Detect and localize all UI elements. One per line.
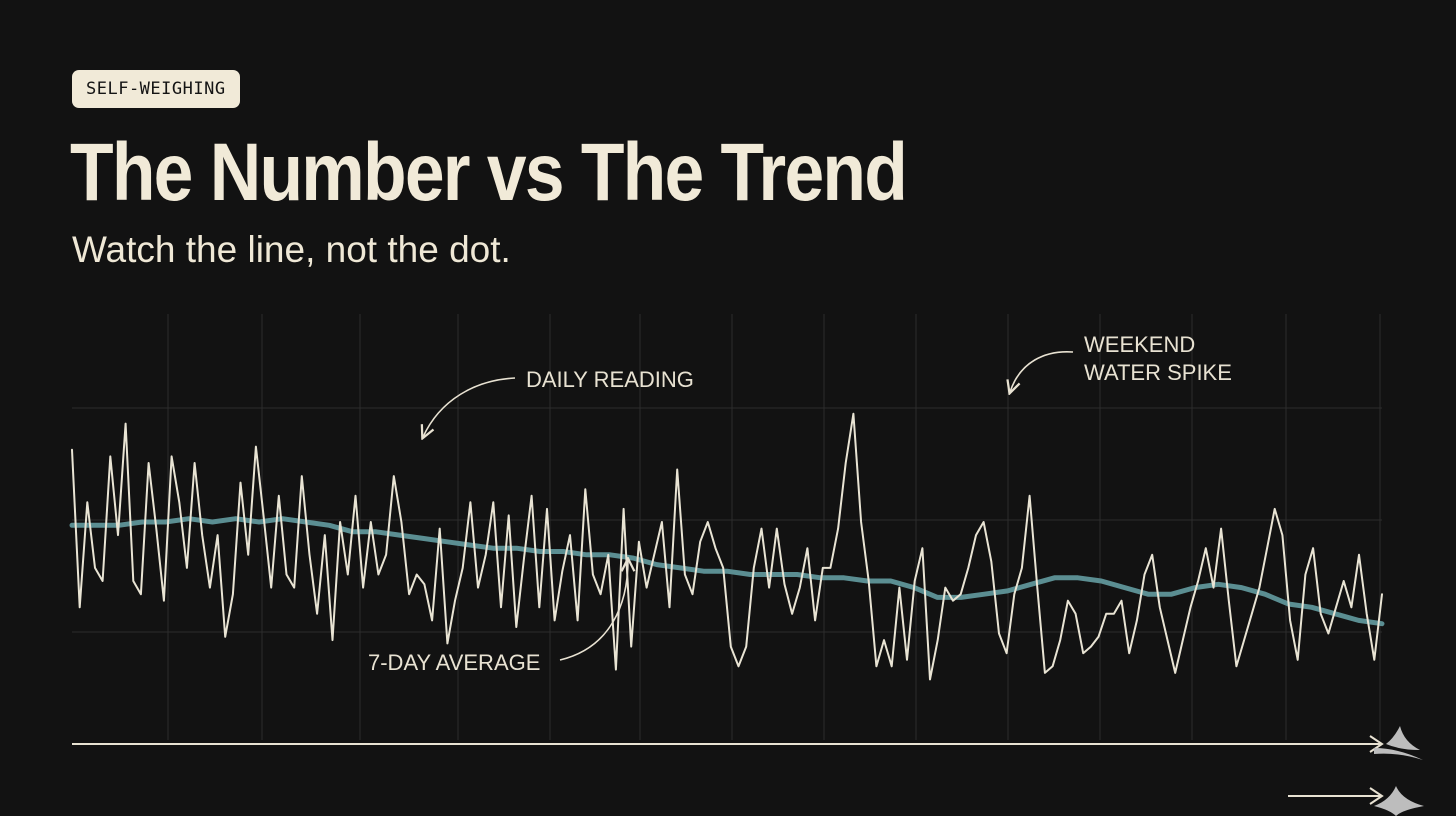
spike-label-line1: WEEKEND xyxy=(1084,332,1195,357)
daily-reading-arrow xyxy=(423,377,516,437)
chart-title: The Number vs The Trend xyxy=(70,127,908,218)
daily-reading-line xyxy=(71,412,1383,681)
spike-arrow xyxy=(1010,351,1074,392)
sparkle-icon-small xyxy=(1374,786,1424,816)
average-arrow xyxy=(559,560,628,661)
spike-label-line2: WATER SPIKE xyxy=(1084,360,1232,385)
chart-subtitle: Watch the line, not the dot. xyxy=(72,229,511,270)
average-label: 7-DAY AVERAGE xyxy=(368,650,540,675)
secondary-arrowhead xyxy=(1369,787,1384,805)
daily-reading-label: DAILY READING xyxy=(526,367,694,392)
average-series xyxy=(69,516,1385,627)
seven-day-average-line xyxy=(69,516,1385,627)
daily-series xyxy=(71,412,1383,681)
sparkle-icon xyxy=(1374,726,1423,760)
category-tag: SELF-WEIGHING xyxy=(72,70,240,108)
